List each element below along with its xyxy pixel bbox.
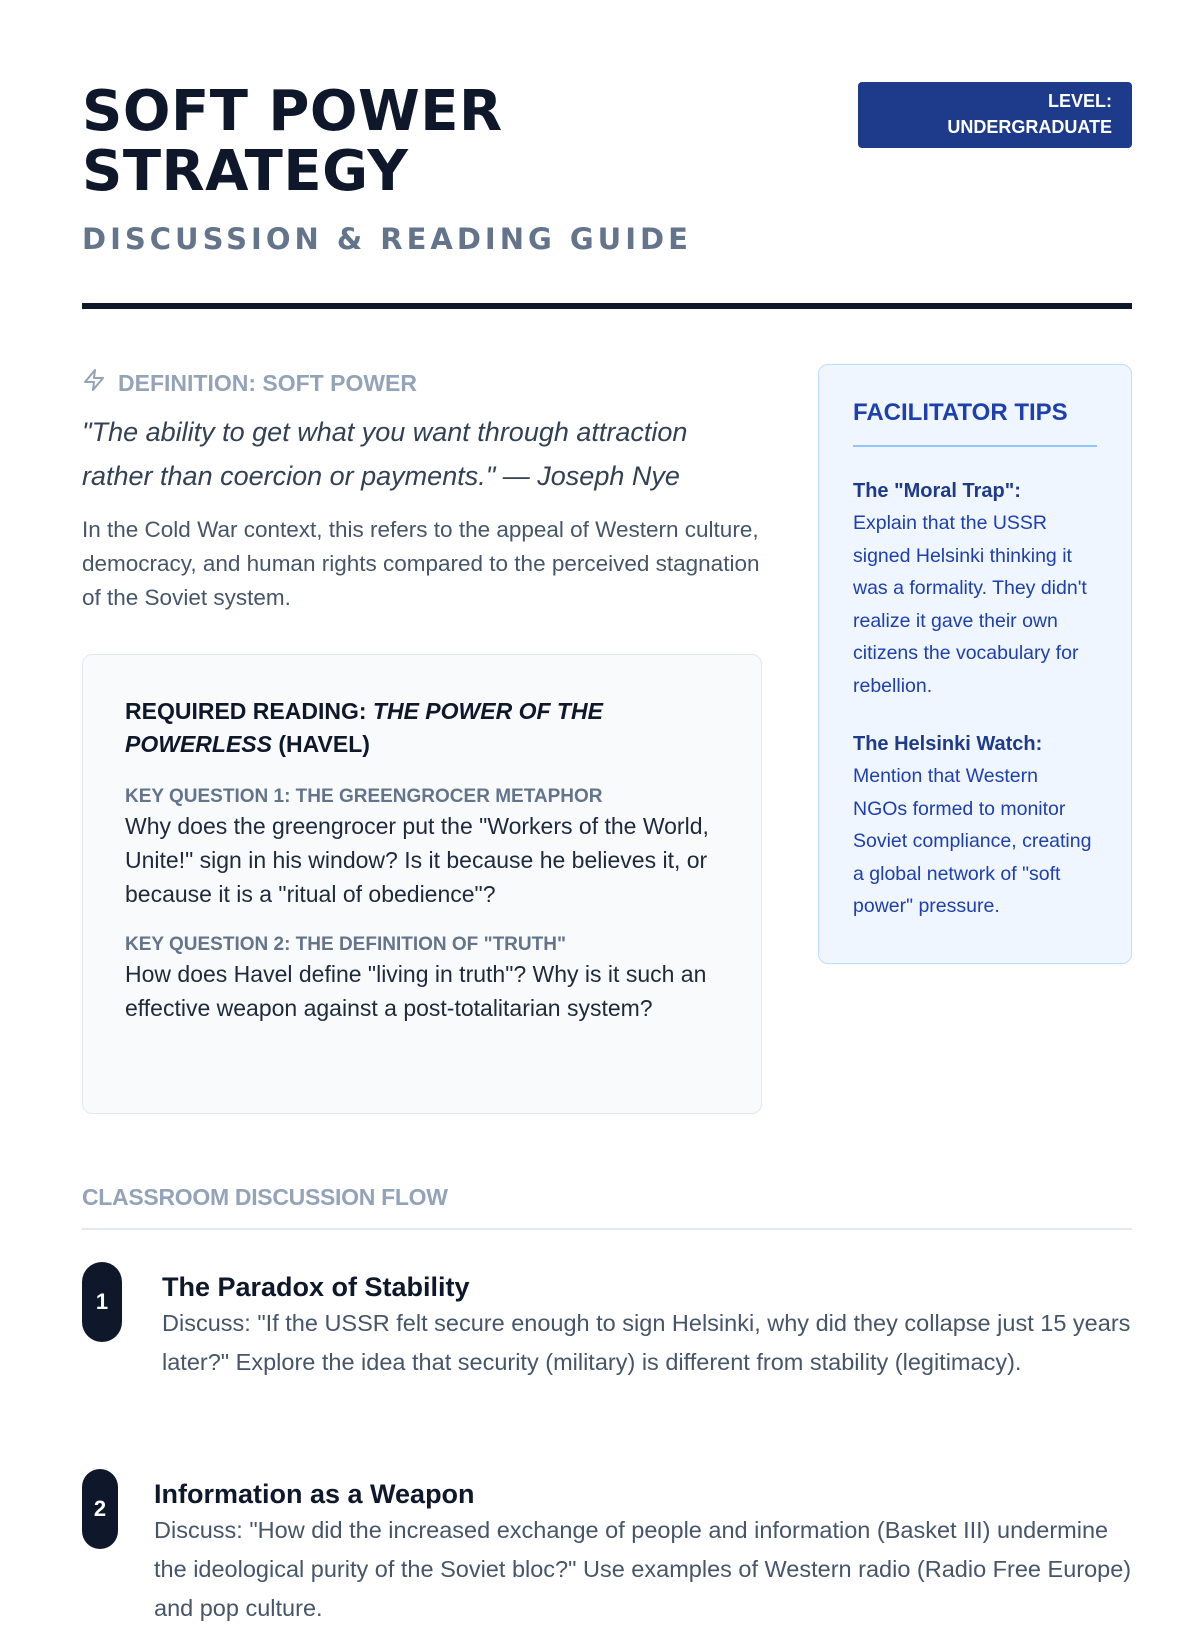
step-title: The Paradox of Stability [162,1272,470,1302]
reading-work: THE POWER OF THE POWERLESS [125,698,603,757]
step-body: Discuss: "How did the increased exchange… [154,1517,1132,1621]
flow-heading: CLASSROOM DISCUSSION FLOW [82,1184,448,1210]
page-title: SOFT POWER STRATEGY [82,82,682,202]
reading-author: (HAVEL) [271,731,370,757]
tip-body: Explain that the USSR signed Helsinki th… [853,512,1087,697]
badge-label: LEVEL: [1047,91,1112,111]
header-divider [82,303,1132,309]
tips-heading: FACILITATOR TIPS [853,399,1097,447]
definition-context: In the Cold War context, this refers to … [82,517,760,610]
flow-divider [82,1228,1132,1230]
tip-title: The "Moral Trap": [853,480,1021,502]
question-text: Why does the greengrocer put the "Worker… [125,813,709,907]
tip-title: The Helsinki Watch: [853,733,1043,755]
required-reading-card: REQUIRED READING: THE POWER OF THE POWER… [82,654,762,1114]
reading-prefix: REQUIRED READING: [125,698,373,724]
question-label: KEY QUESTION 1: THE GREENGROCER METAPHOR [125,786,603,807]
definition-heading-text: DEFINITION: SOFT POWER [118,369,417,396]
level-badge: LEVEL: UNDERGRADUATE [858,82,1132,148]
definition-quote: "The ability to get what you want throug… [82,417,688,491]
tip-body: Mention that Western NGOs formed to moni… [853,765,1092,917]
step-body: Discuss: "If the USSR felt secure enough… [162,1310,1131,1375]
step-number: 1 [82,1262,122,1342]
facilitator-tips-card: FACILITATOR TIPS The "Moral Trap": Expla… [818,364,1132,964]
title-line: SOFT POWER [82,79,503,144]
lightning-icon [82,367,106,399]
step-number: 2 [82,1469,118,1549]
flow-step: 2 Information as a Weapon Discuss: "How d… [82,1469,1142,1628]
definition-heading: DEFINITION: SOFT POWER [82,367,417,399]
step-title: Information as a Weapon [154,1479,475,1509]
question-text: How does Havel define "living in truth"?… [125,961,707,1021]
flow-step: 1 The Paradox of Stability Discuss: "If t… [82,1262,1142,1382]
page-subtitle: DISCUSSION & READING GUIDE [82,222,692,256]
badge-value: UNDERGRADUATE [947,117,1112,137]
reading-title: REQUIRED READING: THE POWER OF THE POWER… [125,695,719,761]
title-line: STRATEGY [82,139,409,204]
question-label: KEY QUESTION 2: THE DEFINITION OF "TRUTH… [125,934,566,955]
